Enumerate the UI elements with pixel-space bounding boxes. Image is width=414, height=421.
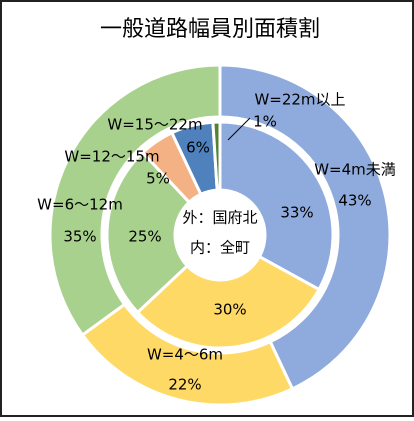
- donut-segment: [218, 63, 392, 391]
- donut-segment: [48, 63, 222, 338]
- value-label: 33%: [280, 204, 313, 222]
- leader-line: [227, 117, 251, 141]
- category-label: W=4～6m: [147, 346, 223, 364]
- category-label: W=22m以上: [254, 91, 345, 109]
- value-label: 22%: [168, 376, 201, 394]
- value-label: 25%: [128, 228, 161, 246]
- donut-segment: [211, 120, 222, 192]
- chart-title: 一般道路幅員別面積割: [100, 17, 320, 42]
- donut-segment: [135, 254, 322, 350]
- labels: 43% 22% 35% 33% 30% 25% 5% 6% 1% W=4m未満 W=4～6m W=6～…: [37, 91, 396, 394]
- value-label: 35%: [63, 228, 96, 246]
- rings: [48, 63, 392, 407]
- category-label: W=12～15m: [64, 148, 159, 166]
- value-label: 30%: [213, 301, 246, 319]
- donut-segment: [218, 120, 335, 292]
- value-label: 5%: [146, 170, 170, 188]
- value-label: 1%: [253, 113, 277, 131]
- donut-segment: [105, 150, 192, 315]
- value-label: 43%: [338, 192, 371, 210]
- category-label: W=15～22m: [107, 116, 202, 134]
- center-label: 外：国府北: [182, 209, 257, 227]
- center-label: 内：全町: [190, 239, 250, 257]
- value-label: 6%: [186, 139, 210, 157]
- category-label: W=4m未満: [314, 161, 396, 179]
- category-label: W=6～12m: [37, 196, 123, 214]
